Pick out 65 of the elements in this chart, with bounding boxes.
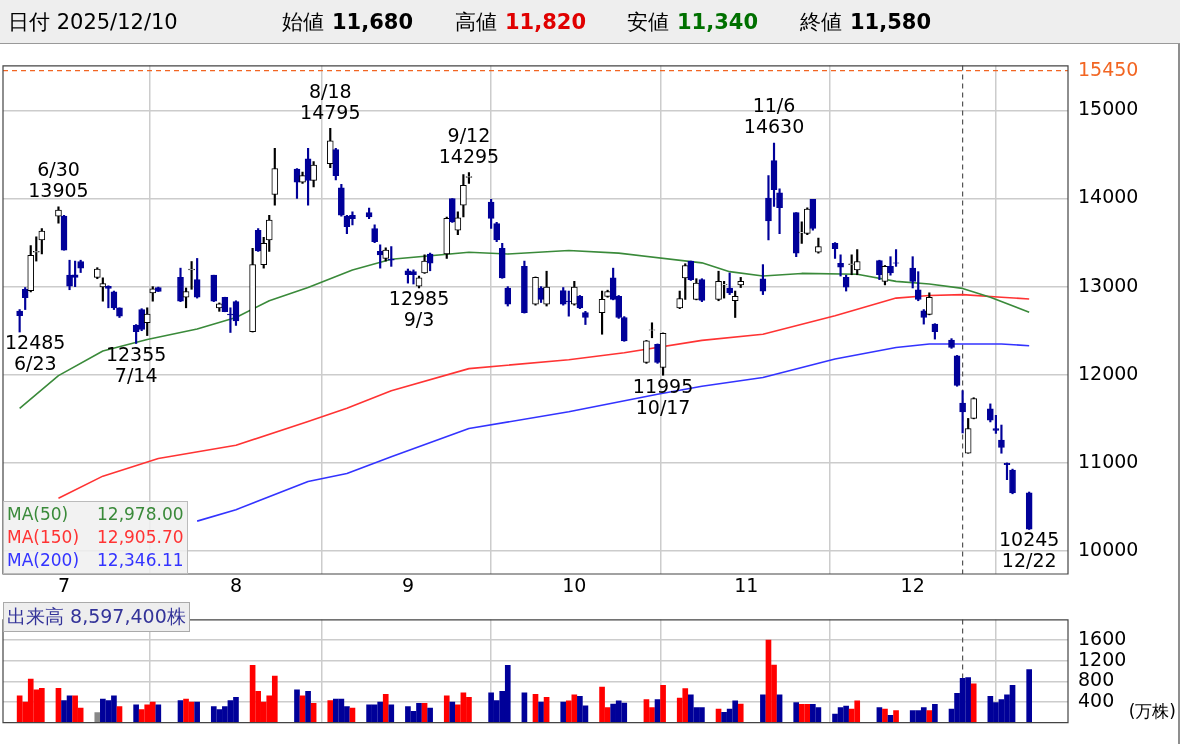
candlestick — [837, 254, 844, 277]
annotation: 11995 10/17 — [632, 374, 694, 418]
bar — [660, 685, 666, 723]
annotation: 8/18 14795 — [300, 79, 361, 123]
bar — [538, 701, 544, 723]
x-tick-label: 10 — [562, 574, 587, 597]
y-axis-title: (万株) — [1128, 700, 1176, 721]
annotation: 12485 6/23 — [4, 331, 66, 375]
y-tick-label: 10000 — [1078, 538, 1139, 561]
bar — [893, 710, 899, 723]
annotation: 10245 12/22 — [998, 528, 1060, 572]
annotation: 9/12 14295 — [438, 123, 500, 167]
x-tick-label: 8 — [229, 574, 243, 597]
bar — [926, 710, 933, 723]
text: MA(50) — [7, 503, 69, 526]
bar — [133, 704, 139, 723]
candlestick — [887, 256, 894, 276]
y-tick-label: 800 — [1078, 668, 1115, 691]
bar — [427, 707, 433, 723]
annotation: 6/30 13905 — [28, 158, 89, 202]
bar — [94, 712, 101, 723]
y-tick-label: 15450 — [1078, 57, 1139, 80]
bar — [155, 704, 162, 723]
bar — [932, 704, 938, 723]
y-tick-label: 400 — [1078, 688, 1115, 711]
bar — [560, 701, 567, 723]
annotation: 12,346.11 — [97, 549, 184, 572]
y-tick-label: 1200 — [1078, 647, 1127, 670]
annotation: 12985 9/3 — [388, 287, 450, 331]
bar — [737, 703, 744, 723]
bar — [388, 704, 395, 723]
y-tick-label: 1600 — [1078, 626, 1127, 649]
bar — [882, 708, 888, 723]
bar — [194, 701, 200, 723]
y-tick-label: 11000 — [1078, 449, 1139, 472]
text: MA(200) — [7, 549, 80, 572]
y-tick-label: 15000 — [1078, 97, 1139, 120]
bar — [294, 689, 300, 723]
x-tick-label: 12 — [900, 574, 925, 597]
annotation: 12,905.70 — [97, 526, 184, 549]
y-tick-label: 14000 — [1078, 185, 1139, 208]
annotation: 12355 7/14 — [105, 342, 167, 386]
y-tick-label: 12000 — [1078, 361, 1139, 384]
text: 始値 11,680 — [282, 9, 414, 36]
bar — [327, 700, 334, 723]
chart-title: 出来高 8,597,400株 — [3, 602, 190, 632]
text: 高値 11,820 — [455, 9, 587, 36]
bar — [760, 694, 766, 723]
candlestick — [188, 261, 195, 290]
bar — [793, 702, 800, 723]
bar — [305, 690, 311, 723]
y-tick-label: 13000 — [1078, 273, 1139, 296]
bar — [970, 683, 977, 723]
bar — [449, 701, 456, 723]
text: 日付 2025/12/10 — [8, 9, 178, 36]
bar — [1026, 669, 1032, 723]
bar — [382, 694, 389, 723]
annotation: 12,978.00 — [97, 503, 184, 526]
text: 安値 11,340 — [627, 9, 759, 36]
text: 終値 11,580 — [800, 9, 932, 36]
x-tick-label: 11 — [734, 574, 759, 597]
annotation: 11/6 14630 — [743, 94, 805, 138]
x-tick-label: 7 — [57, 574, 71, 597]
text: MA(150) — [7, 526, 80, 549]
x-tick-label: 9 — [401, 574, 414, 597]
